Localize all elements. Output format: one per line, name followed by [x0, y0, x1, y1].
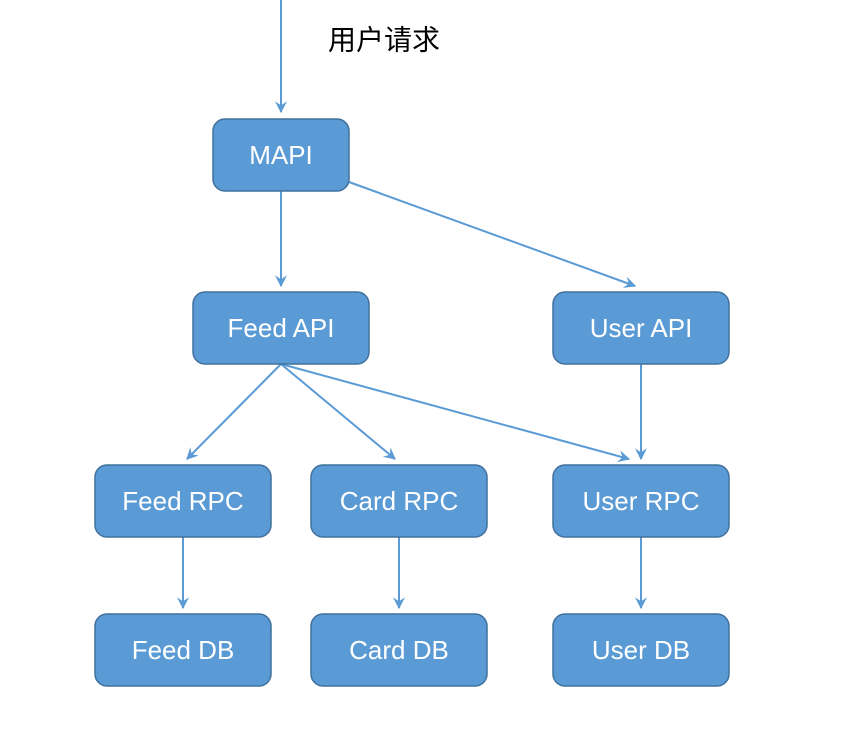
node-cardrpc: Card RPC: [311, 465, 487, 537]
architecture-diagram: MAPI Feed API User API Feed RPC Card RPC User…: [0, 0, 847, 737]
node-label-userapi: User API: [590, 313, 693, 343]
node-userdb: User DB: [553, 614, 729, 686]
node-mapi: MAPI: [213, 119, 349, 191]
node-label-feedrpc: Feed RPC: [122, 486, 243, 516]
node-feedrpc: Feed RPC: [95, 465, 271, 537]
node-label-userdb: User DB: [592, 635, 690, 665]
node-label-cardrpc: Card RPC: [340, 486, 458, 516]
node-feeddb: Feed DB: [95, 614, 271, 686]
node-feedapi: Feed API: [193, 292, 369, 364]
node-userapi: User API: [553, 292, 729, 364]
node-label-feedapi: Feed API: [228, 313, 335, 343]
node-label-carddb: Card DB: [349, 635, 449, 665]
node-label-userrpc: User RPC: [582, 486, 699, 516]
node-label-mapi: MAPI: [249, 140, 313, 170]
diagram-title: 用户请求: [328, 25, 440, 56]
node-userrpc: User RPC: [553, 465, 729, 537]
node-carddb: Card DB: [311, 614, 487, 686]
node-label-feeddb: Feed DB: [132, 635, 235, 665]
